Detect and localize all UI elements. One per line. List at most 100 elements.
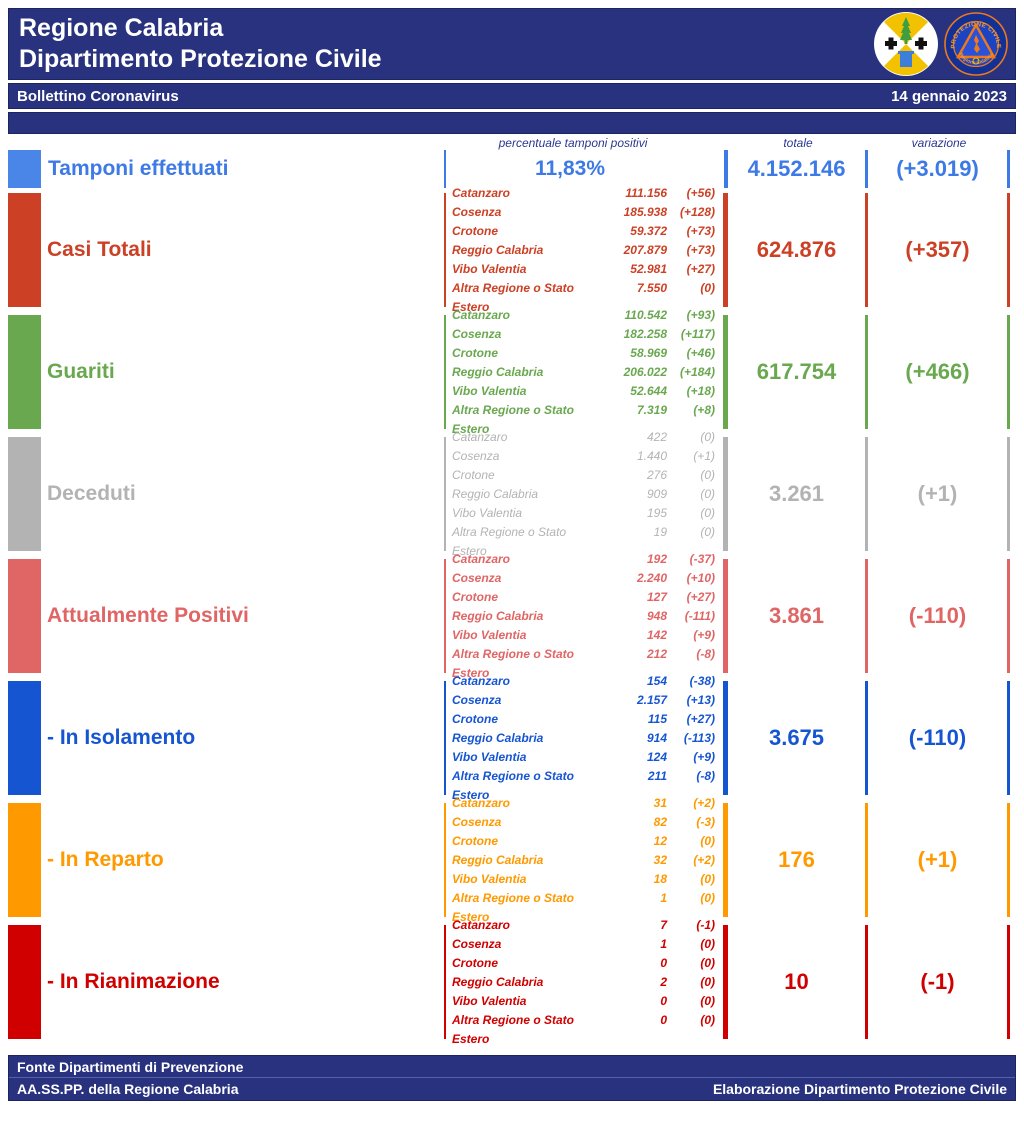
section-change: (+466) xyxy=(868,315,1010,429)
province-change: (+27) xyxy=(686,589,715,604)
header-title-line1: Regione Calabria xyxy=(19,14,224,42)
section-label: - In Isolamento xyxy=(47,726,196,749)
province-value: 2.240 xyxy=(636,570,667,585)
province-change: (+1) xyxy=(693,448,715,463)
sections-container: Casi Totali Catanzaro 111.156 (+56) Cose… xyxy=(8,186,1018,1047)
province-value: 52.644 xyxy=(630,383,667,398)
section-change: (+357) xyxy=(868,193,1010,307)
province-change: (-8) xyxy=(696,768,715,783)
tamponi-color-square xyxy=(8,150,41,188)
column-header-variazione: variazione xyxy=(911,136,967,150)
province-name: Crotone xyxy=(452,467,495,482)
tamponi-total: 4.152.146 xyxy=(728,150,868,188)
detail-row: Crotone 127 (+27) xyxy=(452,588,723,607)
province-value: 12 xyxy=(653,833,667,848)
province-value: 207.879 xyxy=(623,242,667,257)
province-value: 2 xyxy=(660,974,667,989)
province-value: 127 xyxy=(646,589,667,604)
province-change: (0) xyxy=(700,429,715,444)
province-name: Vibo Valentia xyxy=(452,627,527,642)
province-change: (+2) xyxy=(693,852,715,867)
province-name: Crotone xyxy=(452,223,498,238)
detail-row: Catanzaro 110.542 (+93) xyxy=(452,306,723,325)
province-value: 206.022 xyxy=(623,364,667,379)
province-value: 0 xyxy=(660,1012,667,1027)
section-total: 10 xyxy=(728,925,868,1039)
province-name: Cosenza xyxy=(452,814,502,829)
province-change: (0) xyxy=(700,280,715,295)
province-change: (+8) xyxy=(693,402,715,417)
province-name: Catanzaro xyxy=(452,917,511,932)
detail-row: Catanzaro 7 (-1) xyxy=(452,916,723,935)
section-label: Casi Totali xyxy=(47,238,152,261)
section-label: Deceduti xyxy=(47,482,136,505)
province-name: Altra Regione o Stato Estero xyxy=(452,1012,575,1046)
footer-source: AA.SS.PP. della Regione Calabria xyxy=(17,1081,239,1097)
section-color-bar xyxy=(8,193,41,307)
section-color-bar xyxy=(8,681,41,795)
detail-row: Catanzaro 31 (+2) xyxy=(452,794,723,813)
detail-row: Cosenza 1 (0) xyxy=(452,935,723,954)
detail-row: Crotone 12 (0) xyxy=(452,832,723,851)
detail-row: Cosenza 1.440 (+1) xyxy=(452,447,723,466)
province-name: Crotone xyxy=(452,955,498,970)
detail-row: Crotone 276 (0) xyxy=(452,466,723,485)
province-name: Crotone xyxy=(452,833,498,848)
divider-bar xyxy=(8,112,1016,134)
province-name: Reggio Calabria xyxy=(452,730,544,745)
province-name: Reggio Calabria xyxy=(452,242,544,257)
detail-row: Altra Regione o Stato Estero 19 (0) xyxy=(452,523,723,561)
column-header-percent: percentuale tamponi positivi xyxy=(498,136,648,150)
province-change: (-3) xyxy=(696,814,715,829)
section-casi-totali: Casi Totali Catanzaro 111.156 (+56) Cose… xyxy=(8,186,1018,314)
province-value: 914 xyxy=(646,730,667,745)
province-name: Catanzaro xyxy=(452,307,511,322)
province-value: 1.440 xyxy=(636,448,667,463)
province-change: (0) xyxy=(700,505,715,520)
detail-row: Reggio Calabria 207.879 (+73) xyxy=(452,241,723,260)
province-value: 7.319 xyxy=(636,402,667,417)
detail-row: Catanzaro 192 (-37) xyxy=(452,550,723,569)
section-color-bar xyxy=(8,925,41,1039)
detail-row: Cosenza 2.157 (+13) xyxy=(452,691,723,710)
bulletin-strip: Bollettino Coronavirus 14 gennaio 2023 xyxy=(8,83,1016,109)
province-name: Altra Regione o Stato Estero xyxy=(452,890,575,924)
province-name: Vibo Valentia xyxy=(452,993,527,1008)
row-tamponi-effettuati: Tamponi effettuati 11,83% 4.152.146 (+3.… xyxy=(8,150,1018,188)
province-value: 52.981 xyxy=(630,261,667,276)
tamponi-change: (+3.019) xyxy=(868,150,1010,188)
detail-row: Reggio Calabria 2 (0) xyxy=(452,973,723,992)
section-deceduti: Deceduti Catanzaro 422 (0) Cosenza 1.440… xyxy=(8,430,1018,558)
province-value: 0 xyxy=(660,955,667,970)
province-value: 211 xyxy=(647,768,667,783)
detail-row: Altra Regione o Stato Estero 211 (-8) xyxy=(452,767,723,805)
province-name: Vibo Valentia xyxy=(452,505,523,520)
province-change: (+93) xyxy=(686,307,715,322)
province-change: (-37) xyxy=(689,551,715,566)
detail-row: Vibo Valentia 124 (+9) xyxy=(452,748,723,767)
province-value: 19 xyxy=(653,524,667,539)
detail-row: Altra Regione o Stato Estero 7.550 (0) xyxy=(452,279,723,317)
province-value: 909 xyxy=(646,486,667,501)
province-change: (+18) xyxy=(686,383,715,398)
section-details: Catanzaro 154 (-38) Cosenza 2.157 (+13) … xyxy=(444,674,728,802)
province-change: (-38) xyxy=(689,673,715,688)
section-in-rianimazione: - In Rianimazione Catanzaro 7 (-1) Cosen… xyxy=(8,918,1018,1046)
detail-row: Crotone 58.969 (+46) xyxy=(452,344,723,363)
province-value: 154 xyxy=(646,673,667,688)
detail-row: Crotone 115 (+27) xyxy=(452,710,723,729)
detail-row: Reggio Calabria 32 (+2) xyxy=(452,851,723,870)
province-value: 124 xyxy=(646,749,667,764)
header-logos: PROTEZIONE CIVILE Regione Calabria xyxy=(873,11,1009,77)
province-value: 32 xyxy=(653,852,667,867)
section-change: (-1) xyxy=(868,925,1010,1039)
section-in-isolamento: - In Isolamento Catanzaro 154 (-38) Cose… xyxy=(8,674,1018,802)
province-value: 422 xyxy=(646,429,667,444)
province-name: Vibo Valentia xyxy=(452,261,527,276)
province-name: Vibo Valentia xyxy=(452,383,527,398)
footer-elaboration: Elaborazione Dipartimento Protezione Civ… xyxy=(712,1081,1007,1097)
detail-row: Altra Regione o Stato Estero 1 (0) xyxy=(452,889,723,927)
detail-row: Reggio Calabria 909 (0) xyxy=(452,485,723,504)
detail-row: Cosenza 182.258 (+117) xyxy=(452,325,723,344)
section-total: 3.675 xyxy=(728,681,868,795)
